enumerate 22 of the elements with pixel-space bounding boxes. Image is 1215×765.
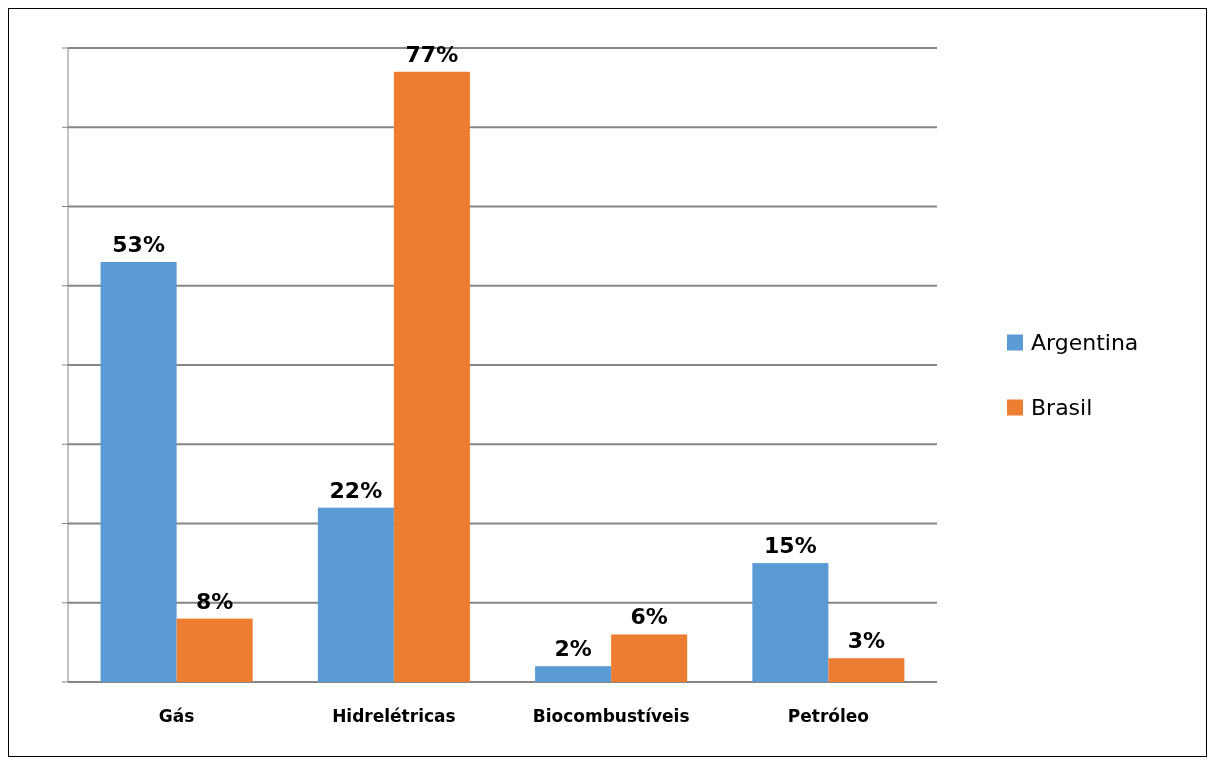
- bar: [393, 71, 470, 682]
- data-label: 53%: [112, 231, 165, 257]
- data-label: 15%: [764, 533, 817, 559]
- data-label: 6%: [630, 604, 668, 630]
- data-label: 77%: [405, 41, 459, 67]
- bar: [100, 261, 177, 682]
- x-tick-label: Biocombustíveis: [532, 706, 690, 726]
- x-tick-label: Petróleo: [787, 706, 869, 726]
- bar: [317, 507, 394, 682]
- bar: [176, 618, 253, 682]
- data-label: 8%: [195, 588, 234, 614]
- x-tick-label: Hidrelétricas: [332, 706, 456, 726]
- bar: [752, 563, 829, 682]
- data-label: 3%: [847, 628, 886, 654]
- bar: [535, 666, 612, 682]
- legend-label: Brasil: [1031, 395, 1093, 421]
- legend-label: Argentina: [1031, 330, 1139, 356]
- x-tick-label: Gás: [158, 706, 195, 726]
- bar: [828, 658, 905, 682]
- bar: [611, 634, 688, 682]
- data-label: 22%: [329, 477, 383, 503]
- data-label: 2%: [554, 636, 592, 662]
